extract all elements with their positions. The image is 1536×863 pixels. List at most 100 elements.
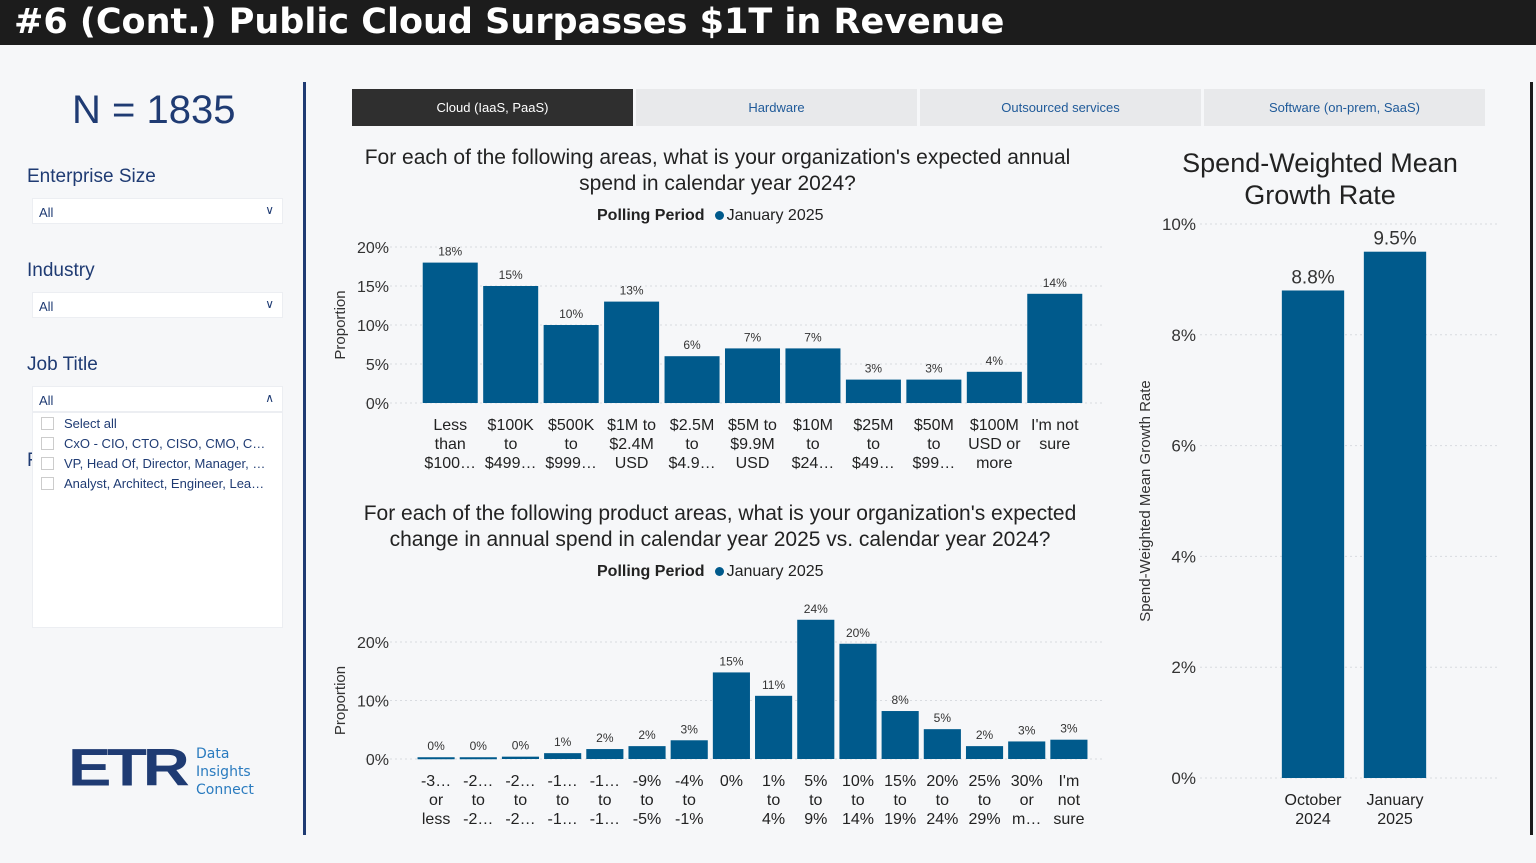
data-label: 24% — [804, 602, 828, 616]
option-label: Analyst, Architect, Engineer, Lea… — [64, 475, 265, 491]
data-label: 1% — [554, 735, 572, 749]
enterprise-size-dropdown[interactable]: All ∨ — [32, 198, 283, 224]
legend-dot — [714, 567, 724, 576]
category-label: $500K to $999… — [545, 417, 597, 472]
bar — [724, 348, 781, 403]
data-label: 5% — [934, 711, 952, 725]
etr-logo: ETR Data Insights Connect — [68, 737, 268, 804]
checkbox[interactable] — [41, 476, 54, 490]
category-label: $50M to $99… — [913, 417, 956, 472]
data-label: 0% — [427, 739, 445, 753]
data-label: 10% — [559, 307, 583, 321]
bar — [1027, 293, 1083, 403]
category-label: I'm not sure — [1053, 773, 1084, 828]
category-label: 10% to 14% — [842, 773, 874, 828]
y-tick-label: 8% — [1171, 326, 1196, 345]
category-label: $100M USD or more — [968, 417, 1021, 472]
legend-entry: January 2025 — [726, 563, 824, 580]
bar — [417, 757, 455, 760]
data-label: 8% — [891, 693, 909, 707]
bar — [1008, 741, 1046, 759]
legend-title: Polling Period — [597, 207, 705, 224]
option-cxo[interactable]: CxO - CIO, CTO, CISO, CMO, C… — [33, 433, 282, 453]
category-tabs: Cloud (IaaS, PaaS) Hardware Outsourced s… — [352, 89, 1485, 126]
category-label: I'm not sure — [1031, 417, 1079, 453]
data-label: 3% — [865, 362, 883, 376]
dropdown-value: All — [39, 205, 54, 220]
category-label: -2… to -2… — [505, 773, 535, 828]
tab-hardware[interactable]: Hardware — [636, 89, 917, 126]
category-label: 15% to 19% — [884, 773, 916, 828]
data-label: 7% — [804, 330, 822, 344]
category-label: -9% to -5% — [633, 773, 661, 828]
tab-cloud[interactable]: Cloud (IaaS, PaaS) — [352, 89, 633, 126]
page-header: #6 (Cont.) Public Cloud Surpasses $1T in… — [0, 0, 1536, 45]
category-label: 5% to 9% — [804, 773, 827, 828]
bar — [628, 746, 666, 759]
data-label: 2% — [638, 728, 656, 742]
y-tick-label: 5% — [366, 357, 389, 374]
bar — [544, 753, 582, 759]
y-axis-label: Spend-Weighted Mean Growth Rate — [1137, 380, 1154, 622]
category-label: 1% to 4% — [762, 773, 785, 828]
category-label: 0% — [720, 773, 743, 790]
checkbox[interactable] — [41, 416, 54, 430]
bar — [712, 672, 750, 759]
chevron-down-icon: ∨ — [265, 203, 274, 217]
data-label: 8.8% — [1291, 267, 1334, 288]
category-label: $2.5M to $4.9… — [668, 417, 715, 472]
bar — [845, 379, 901, 403]
logo-text: Data — [196, 746, 229, 762]
category-label: 25% to 29% — [969, 773, 1001, 828]
y-tick-label: 20% — [357, 240, 389, 257]
bar — [422, 262, 478, 403]
y-tick-label: 2% — [1171, 658, 1196, 677]
bar — [965, 746, 1004, 759]
divider — [1530, 82, 1533, 835]
category-label: -3… or less — [421, 773, 451, 828]
tab-software[interactable]: Software (on-prem, SaaS) — [1204, 89, 1485, 126]
industry-dropdown[interactable]: All ∨ — [32, 292, 283, 318]
bar — [543, 325, 599, 403]
dropdown-value: All — [39, 393, 54, 408]
y-axis-label: Proportion — [332, 290, 349, 359]
checkbox[interactable] — [41, 436, 54, 450]
category-label: $5M to $9.9M USD — [728, 417, 777, 472]
checkbox[interactable] — [41, 456, 54, 470]
option-select-all[interactable]: Select all — [33, 413, 282, 433]
tab-outsourced-services[interactable]: Outsourced services — [920, 89, 1201, 126]
divider — [303, 82, 306, 835]
job-title-dropdown[interactable]: All ∧ — [32, 386, 283, 412]
data-label: 0% — [470, 739, 488, 753]
category-label: 30% or m… — [1011, 773, 1043, 828]
category-label: $25M to $49… — [852, 417, 895, 472]
chevron-down-icon: ∨ — [265, 297, 274, 311]
option-vp[interactable]: VP, Head Of, Director, Manager, … — [33, 453, 282, 473]
y-tick-label: 20% — [357, 635, 389, 652]
legend-entry: January 2025 — [726, 207, 824, 224]
logo-text: Connect — [196, 782, 254, 798]
filter-label-enterprise-size: Enterprise Size — [27, 166, 156, 187]
bar — [501, 756, 540, 759]
data-label: 3% — [925, 362, 943, 376]
y-tick-label: 6% — [1171, 437, 1196, 456]
data-label: 15% — [499, 268, 523, 282]
data-label: 14% — [1043, 276, 1067, 290]
data-label: 3% — [1060, 722, 1078, 736]
option-analyst[interactable]: Analyst, Architect, Engineer, Lea… — [33, 473, 282, 493]
category-label: Less than $100… — [424, 417, 476, 472]
chart1-legend: Polling Period January 2025 — [597, 207, 824, 225]
data-label: 4% — [986, 354, 1004, 368]
y-tick-label: 0% — [366, 752, 389, 769]
y-tick-label: 4% — [1171, 547, 1196, 566]
data-label: 11% — [762, 678, 785, 692]
data-label: 7% — [744, 330, 762, 344]
data-label: 13% — [620, 284, 644, 298]
dropdown-value: All — [39, 299, 54, 314]
option-label: VP, Head Of, Director, Manager, … — [64, 455, 266, 471]
bar — [670, 740, 708, 759]
bar — [923, 729, 961, 759]
sample-size: N = 1835 — [72, 88, 236, 132]
logo-mark: ETR — [68, 743, 189, 797]
